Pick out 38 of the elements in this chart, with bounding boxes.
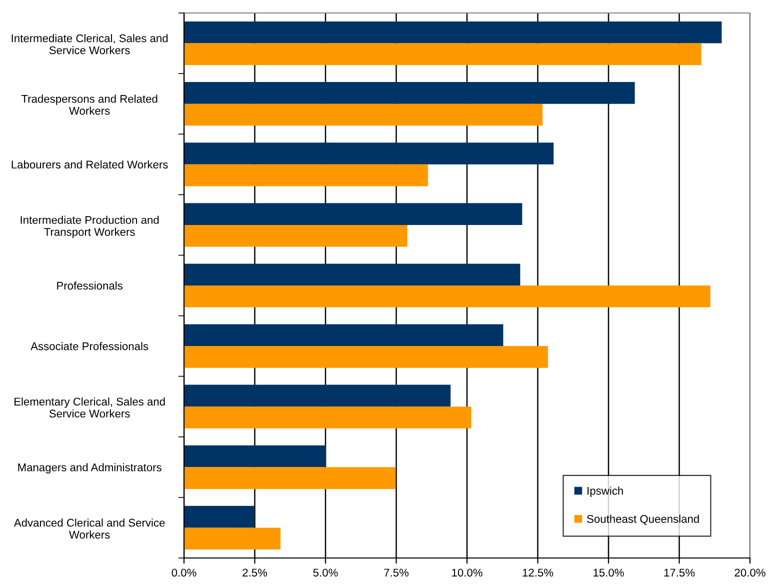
x-tick-label: 17.5%	[664, 568, 695, 577]
y-tick-label: Professionals	[57, 281, 123, 290]
y-tick-label: Managers and Administrators	[18, 463, 162, 474]
bar	[184, 21, 722, 44]
x-tick-label: 10.0%	[452, 568, 482, 577]
x-tick-label: 20.0%	[734, 568, 766, 577]
y-tick-label: Labourers and Related Workers	[12, 160, 168, 169]
bar	[184, 467, 396, 489]
x-tick-label: 12.5%	[522, 568, 554, 577]
bar	[184, 528, 281, 550]
bar	[184, 445, 326, 468]
bar	[184, 43, 702, 66]
x-tick-label: 0.0%	[172, 568, 196, 577]
bar	[184, 506, 254, 528]
bar	[184, 82, 635, 104]
bar	[184, 346, 548, 368]
bar	[184, 164, 428, 186]
bar	[184, 203, 522, 225]
y-tick-label: Elementary Clerical, Sales and Service Workers	[14, 397, 165, 418]
y-tick-label: Intermediate Production and Transport Workers	[20, 216, 159, 238]
y-tick-label: Associate Professionals	[30, 342, 148, 350]
bar	[184, 384, 451, 407]
y-tick-label: Intermediate Clerical, Sales and Service Workers	[12, 34, 168, 54]
y-tick-label: Advanced Clerical and Service Workers	[14, 518, 165, 539]
x-tick-label: 7.5%	[384, 568, 409, 577]
bar	[184, 286, 710, 308]
x-tick-label: 5.0%	[313, 568, 338, 577]
bar	[184, 324, 504, 346]
y-tick-label: Tradespersons and Related Workers	[21, 94, 158, 115]
bar	[184, 142, 554, 164]
legend-label: Southeast Queensland	[587, 514, 699, 525]
bar	[184, 104, 543, 126]
bar	[184, 264, 520, 286]
x-tick-label: 2.5%	[242, 568, 268, 577]
bar	[184, 406, 472, 428]
legend-label: Ipswich	[588, 486, 623, 497]
x-tick-label: 15.0%	[594, 568, 624, 577]
bar	[184, 224, 408, 247]
